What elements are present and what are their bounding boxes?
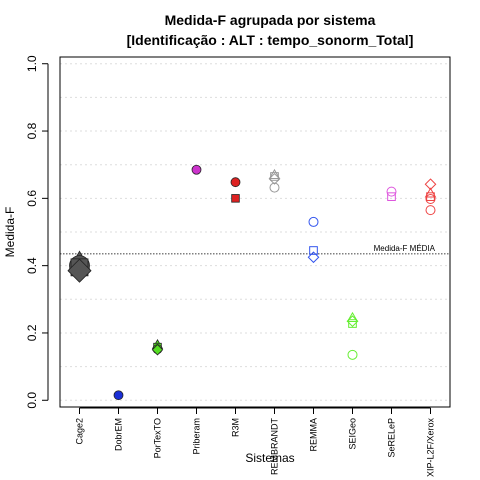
mean-reference-label: Medida-F MÉDIA	[374, 244, 436, 253]
data-point-square	[387, 192, 396, 201]
data-point-diamond	[424, 178, 437, 191]
reference-line-group: Medida-F MÉDIA	[60, 244, 450, 255]
y-axis-title: Medida-F	[3, 207, 17, 258]
y-tick-label: 0.6	[25, 190, 39, 207]
data-point-circle	[425, 194, 436, 205]
grid-lines	[60, 63, 450, 401]
y-tick-label: 0.4	[25, 257, 39, 274]
data-point-circle	[113, 390, 124, 401]
x-tick-label: REMMA	[309, 418, 319, 452]
x-tick-label: REMBRANDT	[270, 418, 280, 476]
x-tick-label: DobrEM	[114, 418, 124, 451]
y-tick-label: 0.8	[25, 122, 39, 139]
data-point-triangle	[268, 168, 281, 180]
data-point-circle	[191, 164, 202, 175]
x-axis-title: Sistemas	[245, 451, 294, 465]
data-point-circle	[308, 216, 319, 227]
data-point-triangle	[346, 311, 359, 323]
x-tick-label: SEIGeo	[348, 418, 358, 450]
x-tick-label: XIP-L2F/Xerox	[426, 418, 436, 478]
x-tick-label: PorTexTO	[153, 418, 163, 458]
plot-frame	[59, 56, 451, 408]
data-point-square	[270, 172, 279, 181]
data-point-diamond	[151, 344, 164, 356]
y-axis: 0.0 0.2 0.4 0.6 0.8 1.0	[25, 55, 49, 409]
data-point-circle	[425, 205, 436, 216]
x-axis: Cage2 DobrEM PorTexTO Priberam R3M REMBRANDT R…	[75, 407, 436, 478]
chart-title-line-1: Medida-F agrupada por sistema	[165, 12, 376, 28]
data-point-square	[348, 319, 357, 328]
chart-title-line-2: [Identificação : ALT : tempo_sonorm_Tota…	[127, 32, 414, 48]
data-point-circle	[386, 186, 397, 197]
y-tick-label: 1.0	[25, 55, 39, 72]
data-point-diamond	[307, 251, 320, 264]
x-tick-label: Cage2	[75, 418, 85, 445]
data-point-square	[309, 246, 318, 255]
data-point-diamond	[67, 258, 92, 283]
data-point-square	[231, 194, 240, 203]
y-tick-label: 0.0	[25, 392, 39, 409]
x-tick-label: SeRELeP	[387, 418, 397, 458]
data-point-diamond	[268, 172, 281, 185]
y-tick-label: 0.2	[25, 324, 39, 341]
data-point-circle	[269, 182, 280, 193]
x-tick-label: Priberam	[192, 418, 202, 455]
data-points	[67, 164, 437, 401]
data-point-circle	[230, 177, 241, 188]
x-tick-label: R3M	[231, 418, 241, 437]
data-point-circle	[347, 349, 358, 360]
